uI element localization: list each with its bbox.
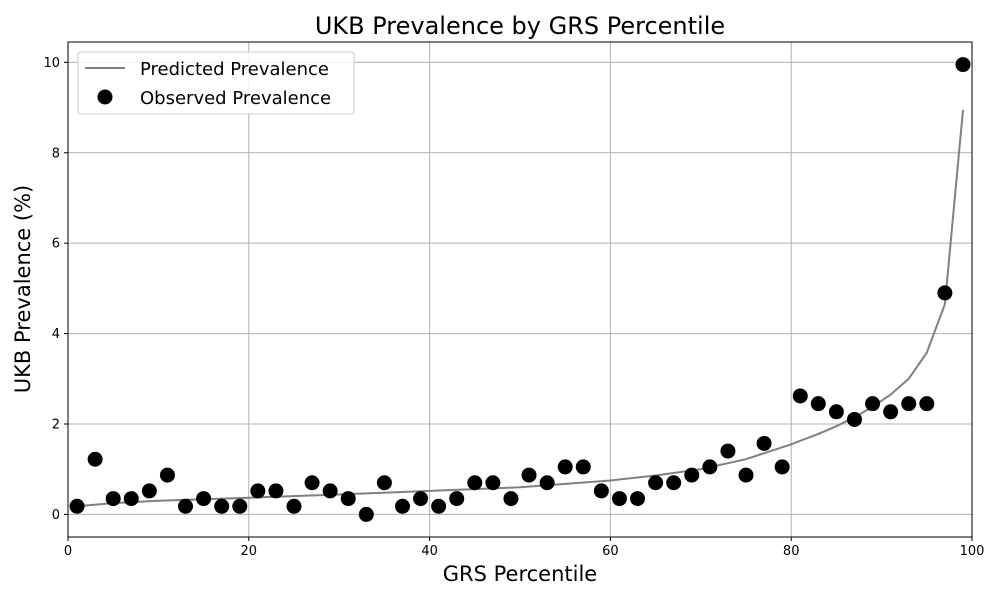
observed-point <box>69 498 85 514</box>
observed-point <box>955 57 971 73</box>
observed-point <box>376 475 392 491</box>
observed-point <box>828 404 844 420</box>
observed-point <box>232 498 248 514</box>
observed-point <box>865 396 881 412</box>
observed-point <box>630 491 646 507</box>
observed-point <box>557 459 573 475</box>
observed-point <box>286 498 302 514</box>
observed-point <box>250 483 266 499</box>
axis-ticks: 0 20 40 60 80 100 0 2 4 6 8 10 <box>43 56 984 559</box>
observed-point <box>340 491 356 507</box>
observed-point <box>178 498 194 514</box>
observed-point <box>449 491 465 507</box>
observed-point <box>666 475 682 491</box>
y-tick-label: 10 <box>43 56 60 71</box>
predicted-series <box>76 109 964 508</box>
y-tick-label: 4 <box>52 327 60 342</box>
x-tick-label: 60 <box>602 544 619 559</box>
observed-point <box>503 491 519 507</box>
y-tick-label: 6 <box>52 237 60 252</box>
observed-point <box>358 506 374 522</box>
observed-point <box>883 404 899 420</box>
legend: Predicted Prevalence Observed Prevalence <box>77 51 355 115</box>
observed-point <box>431 498 447 514</box>
observed-point <box>521 467 537 483</box>
observed-point <box>593 483 609 499</box>
grid <box>67 42 973 537</box>
legend-observed-swatch <box>97 89 113 105</box>
observed-point <box>214 498 230 514</box>
observed-series <box>69 57 971 522</box>
observed-point <box>611 491 627 507</box>
observed-point <box>919 396 935 412</box>
observed-point <box>937 285 953 301</box>
plot-frame <box>67 41 973 538</box>
x-tick-label: 20 <box>241 544 258 559</box>
observed-point <box>792 388 808 404</box>
observed-point <box>485 475 501 491</box>
observed-point <box>413 491 429 507</box>
observed-point <box>105 491 121 507</box>
observed-point <box>141 483 157 499</box>
legend-observed-label: Observed Prevalence <box>140 88 331 109</box>
observed-point <box>684 467 700 483</box>
legend-box <box>77 51 355 115</box>
observed-point <box>467 475 483 491</box>
observed-point <box>539 475 555 491</box>
observed-point <box>774 459 790 475</box>
observed-point <box>196 491 212 507</box>
x-tick-label: 100 <box>960 544 985 559</box>
observed-point <box>901 396 917 412</box>
y-axis-label: UKB Prevalence (%) <box>11 185 35 393</box>
observed-point <box>394 498 410 514</box>
y-tick-label: 8 <box>52 146 60 161</box>
observed-point <box>268 483 284 499</box>
observed-point <box>322 483 338 499</box>
predicted-prevalence-line <box>76 109 964 508</box>
observed-point <box>123 491 139 507</box>
y-tick-label: 2 <box>52 417 60 432</box>
x-tick-label: 80 <box>783 544 800 559</box>
legend-predicted-label: Predicted Prevalence <box>140 59 329 80</box>
observed-point <box>87 451 103 467</box>
observed-point <box>738 467 754 483</box>
observed-point <box>702 459 718 475</box>
observed-point <box>575 459 591 475</box>
observed-point <box>720 443 736 459</box>
observed-point <box>810 396 826 412</box>
x-tick-label: 40 <box>421 544 438 559</box>
observed-point <box>756 435 772 451</box>
x-axis-label: GRS Percentile <box>443 562 597 586</box>
observed-point <box>846 411 862 427</box>
observed-point <box>304 475 320 491</box>
y-tick-label: 0 <box>52 508 60 523</box>
x-tick-label: 0 <box>64 544 72 559</box>
observed-point <box>159 467 175 483</box>
observed-point <box>648 475 664 491</box>
chart-title: UKB Prevalence by GRS Percentile <box>315 12 725 40</box>
